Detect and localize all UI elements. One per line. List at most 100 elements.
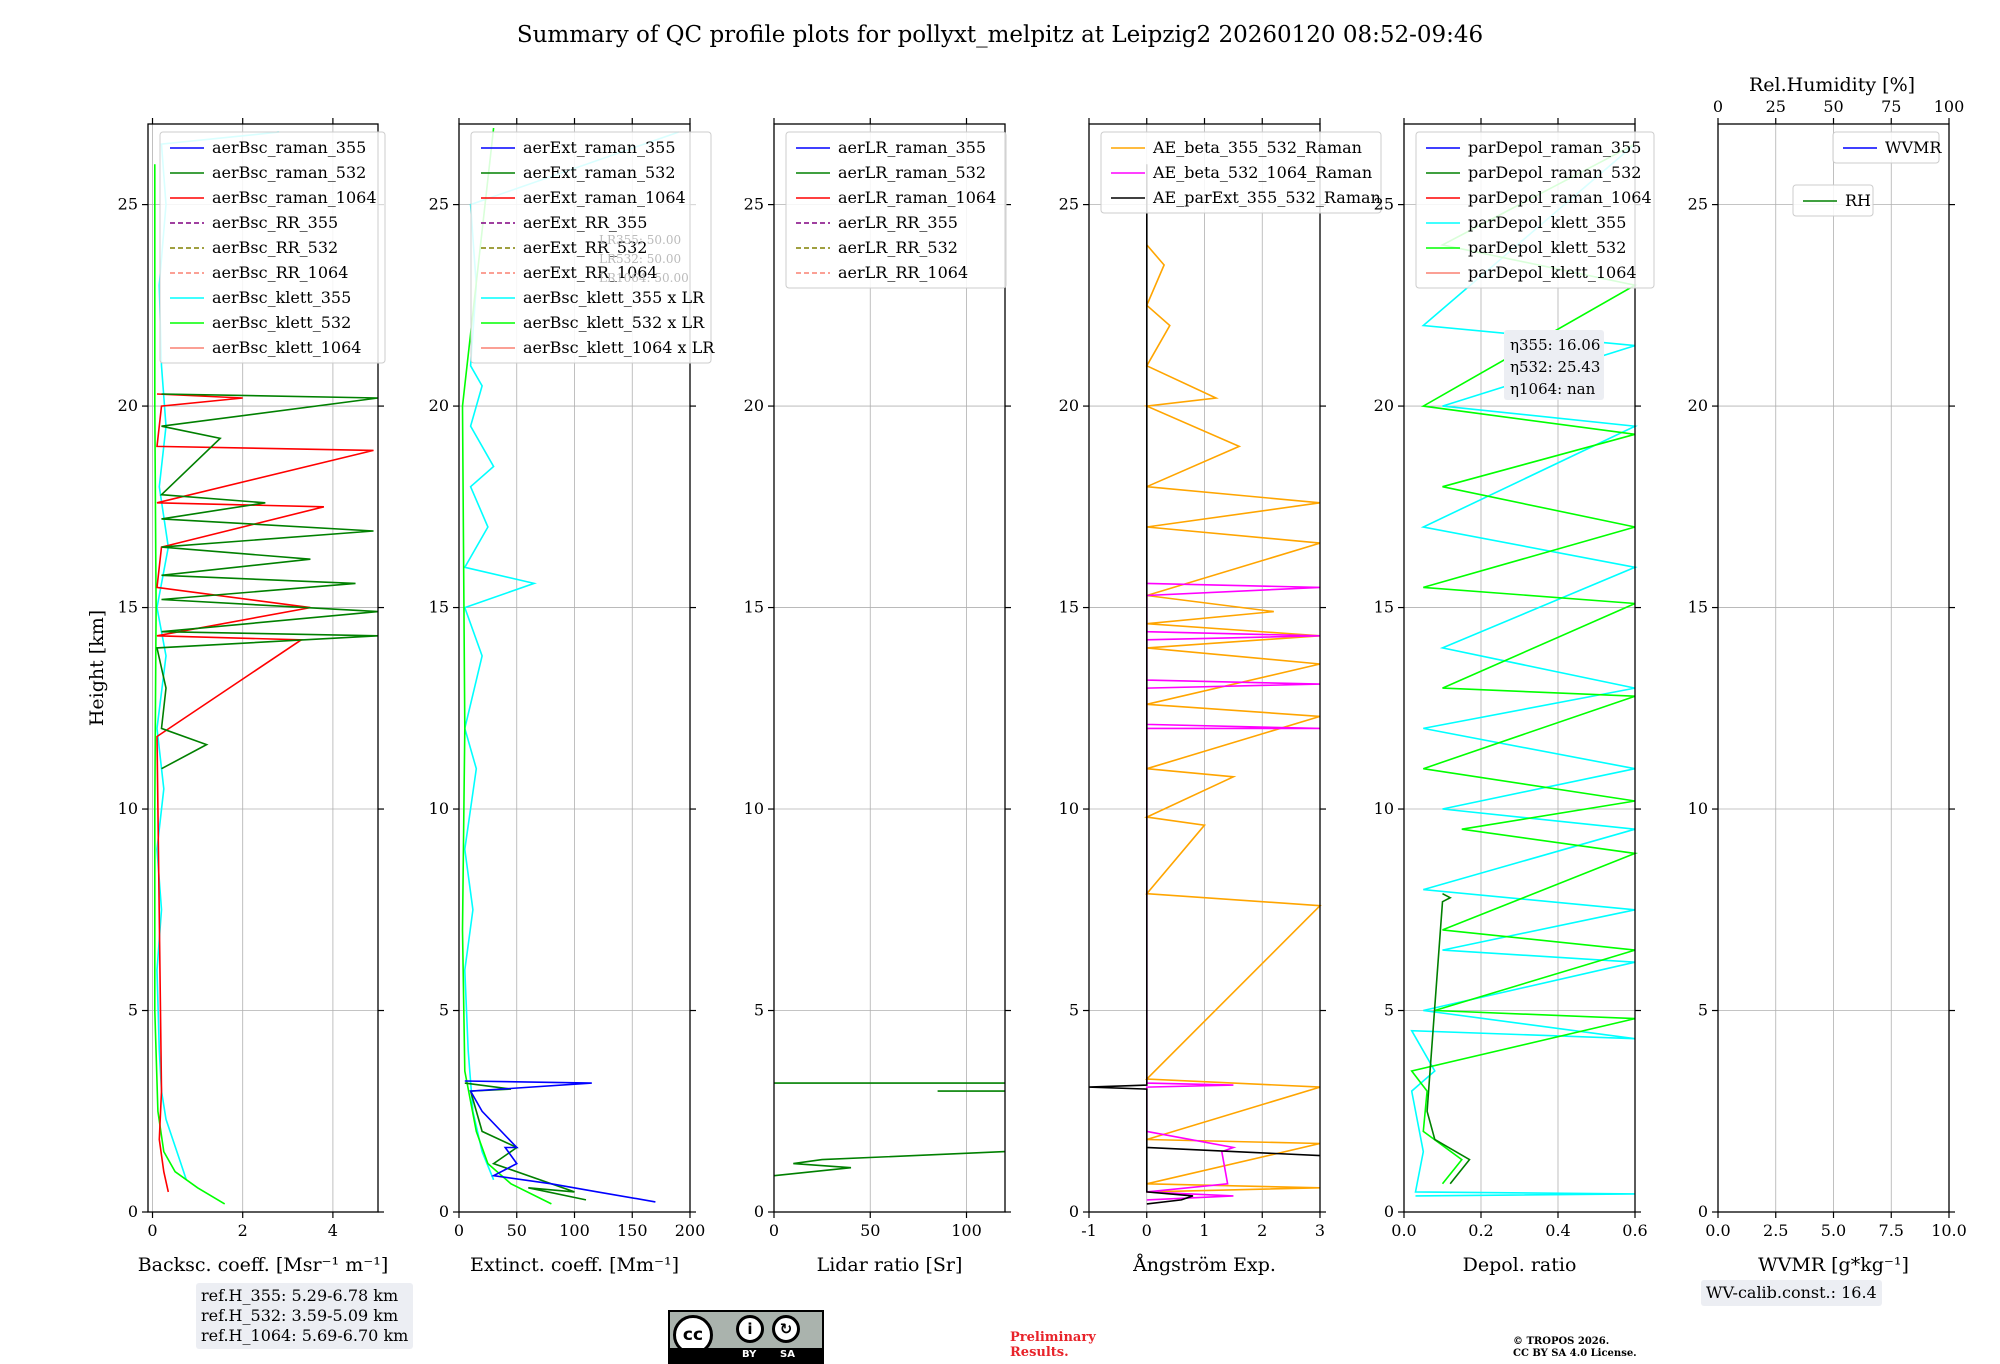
legend-entry: aerExt_RR_532 <box>523 238 647 257</box>
reference-height-box: ref.H_355: 5.29-6.78 km ref.H_532: 3.59-… <box>196 1283 414 1349</box>
legend-entry: aerBsc_klett_532 <box>212 313 351 332</box>
y-tick-label: 15 <box>1374 598 1394 617</box>
x-axis-label: Extinct. coeff. [Mm⁻¹] <box>470 1254 679 1276</box>
ref-h-1064: ref.H_1064: 5.69-6.70 km <box>201 1326 409 1345</box>
x-tick-label: -1 <box>1081 1221 1097 1240</box>
wv-calib-box: WV-calib.const.: 16.4 <box>1701 1280 1882 1306</box>
plot-frame <box>147 123 379 1213</box>
x-tick-label: 50 <box>507 1221 527 1240</box>
x-tick-label: 4 <box>328 1221 338 1240</box>
series-AE_beta_355_532_Raman <box>1143 244 1322 1193</box>
y-tick-label: 20 <box>744 396 764 415</box>
x-tick-label: 2.5 <box>1763 1221 1788 1240</box>
x-tick-label: 0.2 <box>1468 1221 1493 1240</box>
attribution-icon: i <box>736 1315 764 1343</box>
y-tick-label: 15 <box>1688 598 1708 617</box>
y-tick-label: 0 <box>439 1202 449 1221</box>
x-axis-label: Ångström Exp. <box>1132 1254 1276 1276</box>
y-tick-label: 5 <box>1384 1001 1394 1020</box>
legend-entry: AE_beta_532_1064_Raman <box>1152 163 1372 182</box>
x-tick-label: 100 <box>559 1221 590 1240</box>
panel-ext: 0 50 100 150 200 0 5 10 15 20 25 Extinct. coeff. [M… <box>429 118 715 1276</box>
top-tick-label: 75 <box>1881 97 1901 116</box>
legend-entry: aerLR_raman_532 <box>838 163 986 182</box>
series-AE_beta_532_1064_Raman <box>1146 582 1321 1201</box>
legend-entry: RH <box>1845 191 1871 210</box>
series-parDepol_raman_532 <box>1426 892 1471 1185</box>
y-tick-label: 20 <box>1059 396 1079 415</box>
lr-annotation: LR1064: 50.00 <box>599 271 689 285</box>
y-tick-label: 10 <box>1374 799 1394 818</box>
y-tick-label: 5 <box>1069 1001 1079 1020</box>
legend-entry: aerExt_RR_1064 <box>523 263 658 282</box>
y-tick-label: 20 <box>1374 396 1394 415</box>
y-tick-label: 0 <box>754 1202 764 1221</box>
wv-calib-const: WV-calib.const.: 16.4 <box>1706 1283 1877 1302</box>
x-axis-label: Lidar ratio [Sr] <box>817 1254 963 1276</box>
panel-wv: 0.0 2.5 5.0 7.5 10.0 0 5 10 15 20 25 0 25 50 75 100 WVMR… <box>1688 97 1967 1276</box>
x-tick-label: 0.6 <box>1622 1221 1647 1240</box>
x-tick-label: 1 <box>1199 1221 1209 1240</box>
x-axis-label: Depol. ratio <box>1463 1254 1577 1276</box>
series-parDepol_klett_532 <box>1410 143 1639 1185</box>
y-tick-label: 25 <box>1374 195 1394 214</box>
panel-lr: 0 50 100 0 5 10 15 20 25 Lidar ratio [Sr] aerLR_ra… <box>744 118 1011 1276</box>
y-tick-label: 25 <box>1688 195 1708 214</box>
ref-h-355: ref.H_355: 5.29-6.78 km <box>201 1286 399 1305</box>
y-tick-label: 5 <box>439 1001 449 1020</box>
series-aerBsc_raman_1064 <box>156 393 374 1193</box>
y-tick-label: 25 <box>118 195 138 214</box>
y-axis-label: Height [km] <box>86 610 108 726</box>
series-aerBsc_klett_355 x LR <box>463 131 679 1181</box>
legend-entry: aerBsc_klett_1064 x LR <box>523 338 715 357</box>
legend-entry: aerBsc_klett_355 x LR <box>523 288 705 307</box>
legend-entry: aerExt_RR_355 <box>523 213 647 232</box>
y-tick-label: 0 <box>1069 1202 1079 1221</box>
series-aerBsc_raman_532 <box>156 393 379 770</box>
eta-annotation: η532: 25.43 <box>1510 358 1600 376</box>
preliminary-line2: Results. <box>1010 1345 1069 1360</box>
x-tick-label: 100 <box>951 1221 982 1240</box>
top-tick-label: 0 <box>1713 97 1723 116</box>
x-tick-label: 7.5 <box>1879 1221 1904 1240</box>
x-axis-label: Backsc. coeff. [Msr⁻¹ m⁻¹] <box>138 1254 389 1276</box>
preliminary-line1: Preliminary <box>1010 1330 1096 1345</box>
cc-sa-label: SA <box>780 1349 795 1360</box>
y-tick-label: 10 <box>1688 799 1708 818</box>
legend-entry: WVMR <box>1885 138 1942 157</box>
series-aerLR_raman_532 <box>773 1150 1006 1177</box>
y-tick-label: 5 <box>754 1001 764 1020</box>
x-tick-label: 0.4 <box>1545 1221 1570 1240</box>
lr-annotation: LR355: 50.00 <box>599 233 681 247</box>
top-tick-label: 50 <box>1823 97 1843 116</box>
x-tick-label: 0 <box>147 1221 157 1240</box>
y-tick-label: 20 <box>1688 396 1708 415</box>
legend-entry: aerBsc_raman_532 <box>212 163 366 182</box>
y-tick-label: 15 <box>1059 598 1079 617</box>
legend-entry: parDepol_raman_355 <box>1468 138 1641 157</box>
legend-entry: aerLR_RR_355 <box>838 213 958 232</box>
legend-entry: aerExt_raman_1064 <box>523 188 686 207</box>
y-tick-label: 25 <box>429 195 449 214</box>
x-tick-label: 10.0 <box>1931 1221 1967 1240</box>
x-tick-label: 0.0 <box>1391 1221 1416 1240</box>
legend-entry: parDepol_klett_1064 <box>1468 263 1637 282</box>
series-aerExt_raman_532 <box>464 1082 587 1201</box>
legend-box <box>159 131 386 364</box>
ref-h-532: ref.H_532: 3.59-5.09 km <box>201 1306 399 1325</box>
y-tick-label: 10 <box>744 799 764 818</box>
series-parDepol_klett_355 <box>1410 143 1638 1197</box>
cc-license-badge: cc i ↻ BY SA <box>668 1310 824 1364</box>
eta-box <box>1504 330 1604 400</box>
eta-annotation: η1064: nan <box>1510 380 1596 398</box>
legend-entry: aerLR_RR_532 <box>838 238 958 257</box>
legend-entry: aerBsc_klett_532 x LR <box>523 313 705 332</box>
y-tick-label: 0 <box>128 1202 138 1221</box>
series-aerBsc_klett_532 <box>154 164 226 1205</box>
y-tick-label: 10 <box>118 799 138 818</box>
legend-entry: AE_parExt_355_532_Raman <box>1152 188 1381 207</box>
license-note: © TROPOS 2026. CC BY SA 4.0 License. <box>1513 1336 1637 1360</box>
panel-depol: 0.0 0.2 0.4 0.6 0 5 10 15 20 25 Depol. ratio parDep… <box>1374 118 1655 1276</box>
plot-frame <box>1403 123 1636 1213</box>
